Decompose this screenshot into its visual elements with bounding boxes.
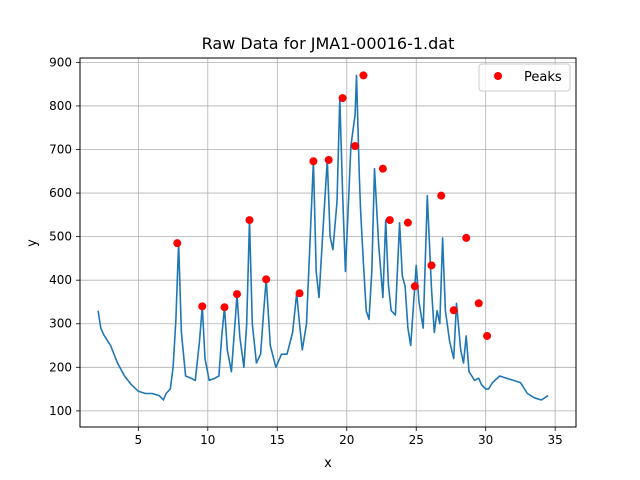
- peak-marker: [378, 164, 387, 173]
- peak-marker: [483, 331, 492, 340]
- x-tick-label: 35: [548, 433, 563, 447]
- peak-marker: [173, 239, 182, 248]
- legend-label-peaks: Peaks: [524, 70, 562, 85]
- peak-marker: [324, 155, 333, 164]
- y-tick-label: 400: [49, 273, 72, 287]
- peak-marker: [309, 157, 318, 166]
- peak-marker: [462, 233, 471, 242]
- chart-title: Raw Data for JMA1-00016-1.dat: [202, 34, 455, 53]
- peak-marker: [198, 302, 207, 311]
- peak-marker: [220, 303, 229, 312]
- peak-marker: [351, 142, 360, 151]
- peak-marker: [449, 306, 458, 315]
- peak-marker: [245, 216, 254, 225]
- peak-marker: [232, 290, 241, 299]
- peak-marker: [410, 282, 419, 291]
- x-axis-ticks: 5 10 15 20 25 30 35: [135, 427, 563, 447]
- y-tick-label: 300: [49, 317, 72, 331]
- peak-marker: [385, 216, 394, 225]
- y-axis-ticks: 100 200 300 400 500 600 700 800 900: [49, 55, 80, 418]
- x-axis-label: x: [324, 456, 332, 471]
- legend-marker-peaks: [494, 72, 502, 80]
- x-tick-label: 20: [339, 433, 354, 447]
- y-tick-label: 700: [49, 142, 72, 156]
- y-tick-label: 600: [49, 186, 72, 200]
- x-tick-label: 5: [135, 433, 143, 447]
- y-tick-label: 500: [49, 230, 72, 244]
- y-axis-label: y: [25, 239, 40, 247]
- grid: [80, 58, 576, 427]
- legend: Peaks: [478, 63, 571, 92]
- peak-marker: [403, 218, 412, 227]
- peak-marker: [437, 191, 446, 200]
- peak-marker: [262, 275, 271, 284]
- x-tick-label: 15: [270, 433, 285, 447]
- y-tick-label: 100: [49, 404, 72, 418]
- peak-marker: [359, 71, 368, 80]
- plot-frame: [79, 57, 577, 428]
- y-tick-label: 900: [49, 55, 72, 69]
- y-tick-label: 200: [49, 360, 72, 374]
- x-tick-label: 25: [409, 433, 424, 447]
- y-tick-label: 800: [49, 99, 72, 113]
- legend-frame: [478, 63, 571, 92]
- peak-marker: [474, 299, 483, 308]
- signal-line: [97, 74, 549, 401]
- peak-marker: [427, 261, 436, 270]
- peak-marker: [295, 289, 304, 298]
- series-peaks: [173, 71, 492, 340]
- x-tick-label: 10: [200, 433, 215, 447]
- x-tick-label: 30: [478, 433, 493, 447]
- series-signal: [97, 74, 549, 401]
- peak-marker: [338, 94, 347, 103]
